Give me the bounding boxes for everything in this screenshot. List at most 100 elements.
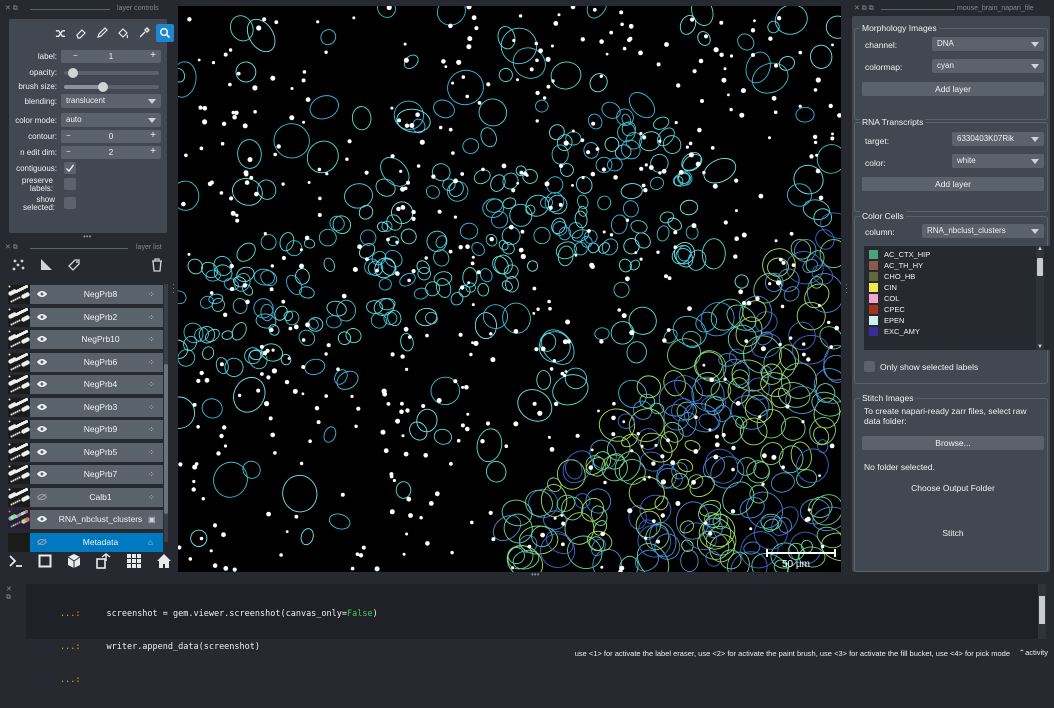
cluster-list-item[interactable]: COL xyxy=(869,293,930,304)
cluster-list-scrollbar[interactable]: ▲ ▼ xyxy=(1036,246,1044,350)
console-splitter[interactable]: ••• xyxy=(531,570,540,579)
layer-row[interactable]: NegPrb8 ⁘ xyxy=(8,284,163,304)
new-shapes-layer-button[interactable] xyxy=(38,257,54,275)
cluster-list-item[interactable]: CHO_HB xyxy=(869,271,930,282)
dock-splitter-left[interactable]: · · · xyxy=(172,279,175,297)
dock-close-icon[interactable]: ✕ ⧉ xyxy=(6,586,12,601)
opacity-slider-handle[interactable] xyxy=(68,68,79,78)
stitch-button[interactable]: Stitch xyxy=(942,528,964,538)
eye-open-icon[interactable] xyxy=(36,380,48,388)
home-button[interactable] xyxy=(156,553,172,571)
layer-row[interactable]: NegPrb7 ⁘ xyxy=(8,464,163,484)
roll-dims-button[interactable] xyxy=(66,553,82,571)
status-bar: use <1> for activate the label eraser, u… xyxy=(0,645,1054,662)
eye-closed-icon[interactable] xyxy=(36,493,48,501)
layer-row[interactable]: NegPrb9 ⁘ xyxy=(8,419,163,439)
layer-controls-title: layer controls xyxy=(117,5,159,12)
layer-list-scrollbar[interactable] xyxy=(164,284,168,542)
cluster-list-item[interactable]: AC_TH_HY xyxy=(869,260,930,271)
only-selected-checkbox[interactable] xyxy=(864,361,875,372)
layer-row[interactable]: RNA_nbclust_clusters ▣ xyxy=(8,509,163,529)
fill-bucket-button[interactable] xyxy=(114,24,132,42)
preserve-labels-checkbox[interactable] xyxy=(64,178,76,190)
console-scrollbar[interactable] xyxy=(1038,584,1046,639)
choose-output-folder-button[interactable]: Choose Output Folder xyxy=(911,483,995,493)
pan-zoom-button[interactable] xyxy=(156,24,174,42)
target-dropdown[interactable]: 6330403K07Rik xyxy=(952,132,1044,146)
layer-thumbnail xyxy=(8,352,30,372)
layer-row[interactable]: NegPrb2 ⁘ xyxy=(8,307,163,327)
show-selected-checkbox[interactable] xyxy=(64,197,76,209)
eye-closed-icon[interactable] xyxy=(36,538,48,546)
transpose-button[interactable] xyxy=(96,553,112,571)
color-mode-dropdown[interactable]: auto xyxy=(61,113,161,127)
label-field-label: label: xyxy=(37,52,57,61)
brush-size-slider[interactable] xyxy=(64,82,159,92)
ipython-console[interactable]: ...: screenshot = gem.viewer.screenshot(c… xyxy=(26,584,1046,685)
cluster-color-swatch xyxy=(869,261,878,270)
contiguous-checkbox[interactable] xyxy=(64,162,76,174)
grid-view-button[interactable] xyxy=(126,553,142,571)
eye-open-icon[interactable] xyxy=(36,403,48,411)
morphology-add-layer-button[interactable]: Add layer xyxy=(862,82,1044,96)
console-dock: ✕ ⧉ ...: screenshot = gem.viewer.screensho… xyxy=(0,576,1054,685)
brush-size-slider-handle[interactable] xyxy=(98,82,108,92)
points-layer-icon: ⁘ xyxy=(148,312,155,322)
layer-name: Metadata xyxy=(82,536,119,547)
rna-color-dropdown[interactable]: white xyxy=(952,154,1044,168)
rna-add-layer-button[interactable]: Add layer xyxy=(862,177,1044,191)
dock-close-icon[interactable]: ✕ ⧉ xyxy=(5,244,18,251)
layer-row[interactable]: NegPrb6 ⁘ xyxy=(8,352,163,372)
eye-open-icon[interactable] xyxy=(36,425,48,433)
stitch-description: To create napari-ready zarr files, selec… xyxy=(864,406,1027,426)
cluster-color-swatch xyxy=(869,305,878,314)
cluster-list-item[interactable]: AC_CTX_HIP xyxy=(869,249,930,260)
contour-spinbox[interactable]: − 0 + xyxy=(61,130,161,143)
eye-open-icon[interactable] xyxy=(36,448,48,456)
delete-layer-button[interactable] xyxy=(150,257,164,274)
new-labels-layer-button[interactable] xyxy=(66,257,82,275)
eye-open-icon[interactable] xyxy=(36,290,48,298)
console-line-1: screenshot = gem.viewer.screenshot(canva… xyxy=(106,609,348,619)
layer-row[interactable]: Calb1 ⁘ xyxy=(8,487,163,507)
layer-row[interactable]: NegPrb3 ⁘ xyxy=(8,397,163,417)
eye-open-icon[interactable] xyxy=(36,335,48,343)
colormap-dropdown[interactable]: cyan xyxy=(932,59,1044,73)
column-label: column: xyxy=(865,227,895,237)
label-spinbox[interactable]: − 1 + xyxy=(61,50,161,63)
pick-mode-button[interactable] xyxy=(135,24,153,42)
layer-row[interactable]: NegPrb4 ⁘ xyxy=(8,374,163,394)
splitter-handle[interactable]: ••• xyxy=(83,232,92,241)
chevron-down-icon xyxy=(148,99,156,104)
shuffle-colors-button[interactable] xyxy=(51,24,69,42)
console-button[interactable] xyxy=(8,553,24,571)
cluster-list-item[interactable]: CPEC xyxy=(869,304,930,315)
opacity-slider[interactable] xyxy=(64,68,159,78)
layer-row[interactable]: NegPrb10 ⁘ xyxy=(8,329,163,349)
activity-button[interactable]: ⌃activity xyxy=(1018,648,1048,657)
new-points-layer-button[interactable] xyxy=(11,257,27,275)
channel-dropdown[interactable]: DNA xyxy=(932,37,1044,51)
eye-open-icon[interactable] xyxy=(36,313,48,321)
layer-thumbnail xyxy=(8,284,30,304)
layer-row[interactable]: Metadata ⌂ xyxy=(8,532,163,552)
dock-close-icon[interactable]: ✕ ⧉ ⧉ xyxy=(854,5,874,12)
blending-dropdown[interactable]: translucent xyxy=(61,94,161,108)
eye-open-icon[interactable] xyxy=(36,515,48,523)
browse-button[interactable]: Browse... xyxy=(862,436,1044,450)
eye-open-icon[interactable] xyxy=(36,470,48,478)
cluster-list-item[interactable]: EXC_AMY xyxy=(869,326,930,337)
eye-open-icon[interactable] xyxy=(36,358,48,366)
cluster-list[interactable]: AC_CTX_HIP AC_TH_HY CHO_HB CIN COL CPEC EPEN EX… xyxy=(864,246,1050,350)
n-edit-dim-spinbox[interactable]: − 2 + xyxy=(61,146,161,159)
dock-splitter-right[interactable]: · · · xyxy=(845,279,848,297)
layer-row[interactable]: NegPrb5 ⁘ xyxy=(8,442,163,462)
column-dropdown[interactable]: RNA_nbclust_clusters xyxy=(922,224,1044,238)
paint-brush-button[interactable] xyxy=(93,24,111,42)
cluster-list-item[interactable]: EPEN xyxy=(869,315,930,326)
cluster-list-item[interactable]: CIN xyxy=(869,282,930,293)
label-eraser-button[interactable] xyxy=(72,24,90,42)
dock-close-icon[interactable]: ✕ ⧉ xyxy=(5,5,18,12)
ndisplay-button[interactable] xyxy=(38,554,52,570)
viewer-canvas[interactable]: 50 µm xyxy=(178,6,841,572)
